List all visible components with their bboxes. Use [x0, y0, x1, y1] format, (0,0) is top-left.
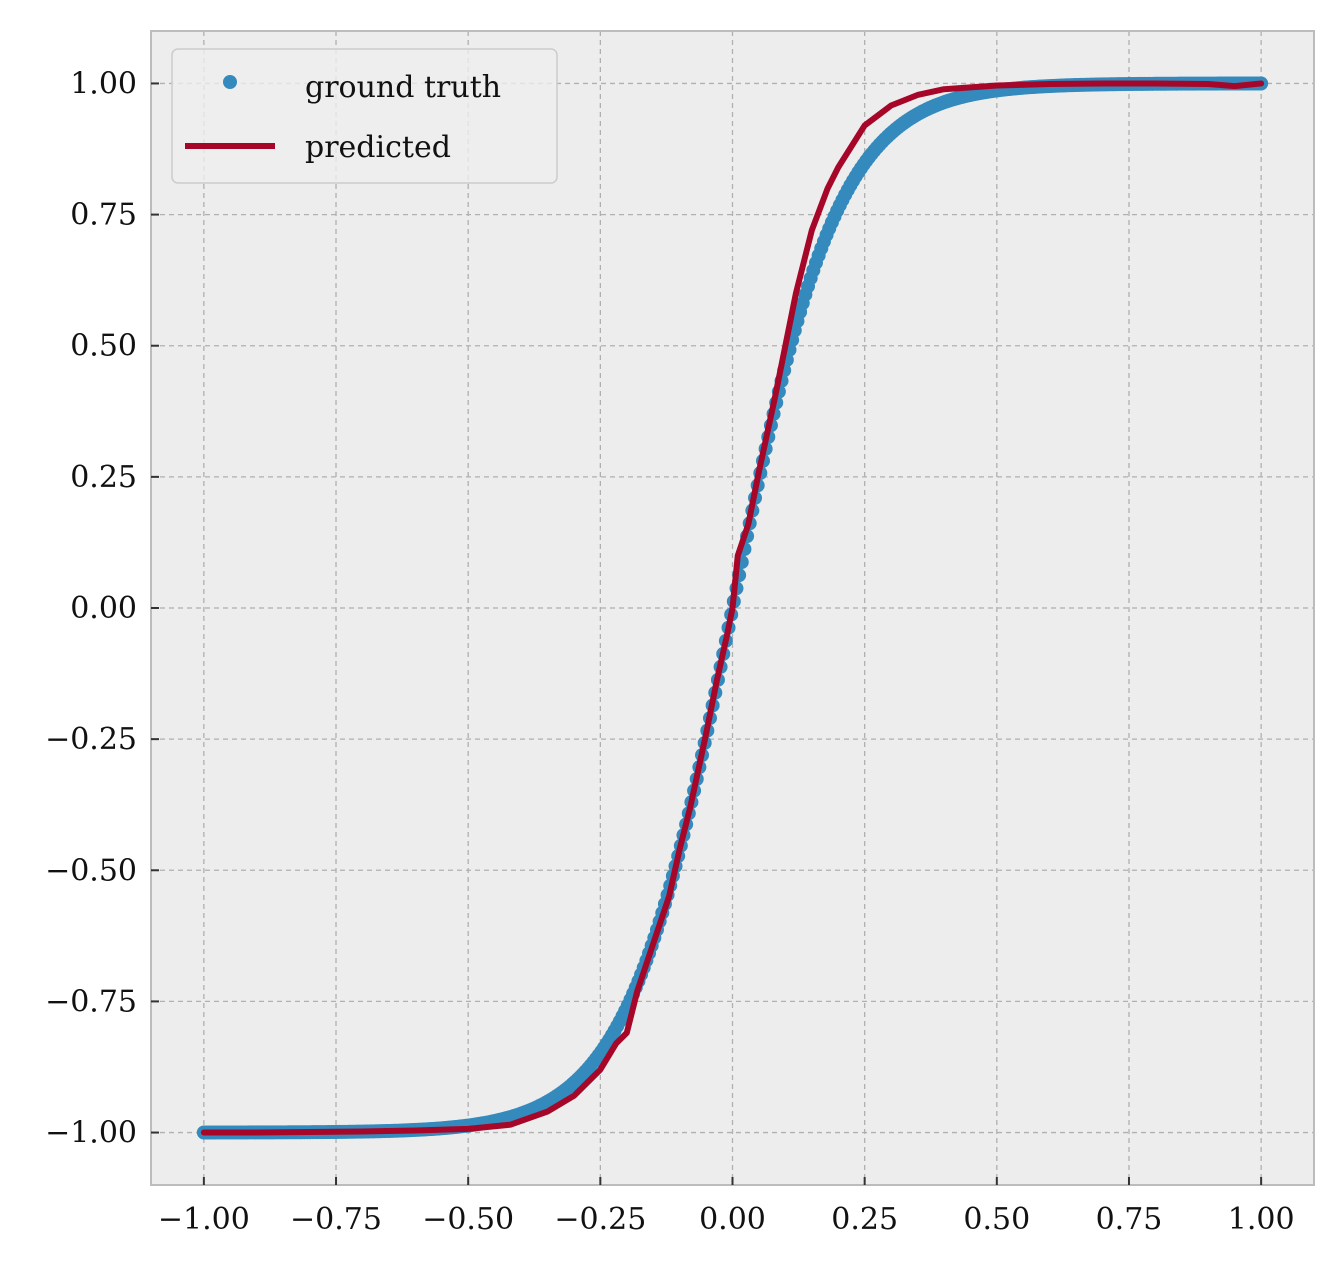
y-tick-label: −1.00	[45, 1116, 137, 1151]
x-tick-label: −0.25	[554, 1202, 646, 1237]
y-tick-label: −0.75	[45, 984, 137, 1019]
y-tick-label: 0.75	[70, 198, 137, 233]
x-tick-label: −0.50	[422, 1202, 514, 1237]
y-tick-label: 0.50	[70, 329, 137, 364]
y-axis: −1.00 −0.75 −0.50 −0.25 0.00 0.25 0.50 0.75 1.00	[45, 66, 159, 1151]
x-tick-label: 0.50	[963, 1202, 1030, 1237]
y-tick-label: 0.25	[70, 460, 137, 495]
x-tick-label: −1.00	[158, 1202, 250, 1237]
x-axis: −1.00 −0.75 −0.50 −0.25 0.00 0.25 0.50 0.75 1.00	[158, 1177, 1295, 1237]
x-tick-label: 0.25	[831, 1202, 898, 1237]
legend-marker-ground-truth	[223, 75, 237, 89]
x-tick-label: 1.00	[1228, 1202, 1295, 1237]
x-tick-label: 0.00	[699, 1202, 766, 1237]
y-tick-label: 1.00	[70, 66, 137, 101]
predicted-series-line	[200, 80, 1265, 1136]
legend: ground truth predicted	[171, 48, 558, 184]
ground-truth-series	[196, 76, 1269, 1140]
x-tick-label: 0.75	[1096, 1202, 1163, 1237]
x-tick-label: −0.75	[290, 1202, 382, 1237]
y-tick-label: 0.00	[70, 591, 137, 626]
y-tick-label: −0.50	[45, 853, 137, 888]
legend-label-predicted: predicted	[305, 130, 451, 165]
y-tick-label: −0.25	[45, 722, 137, 757]
legend-box	[171, 48, 558, 184]
legend-label-ground-truth: ground truth	[305, 70, 501, 105]
